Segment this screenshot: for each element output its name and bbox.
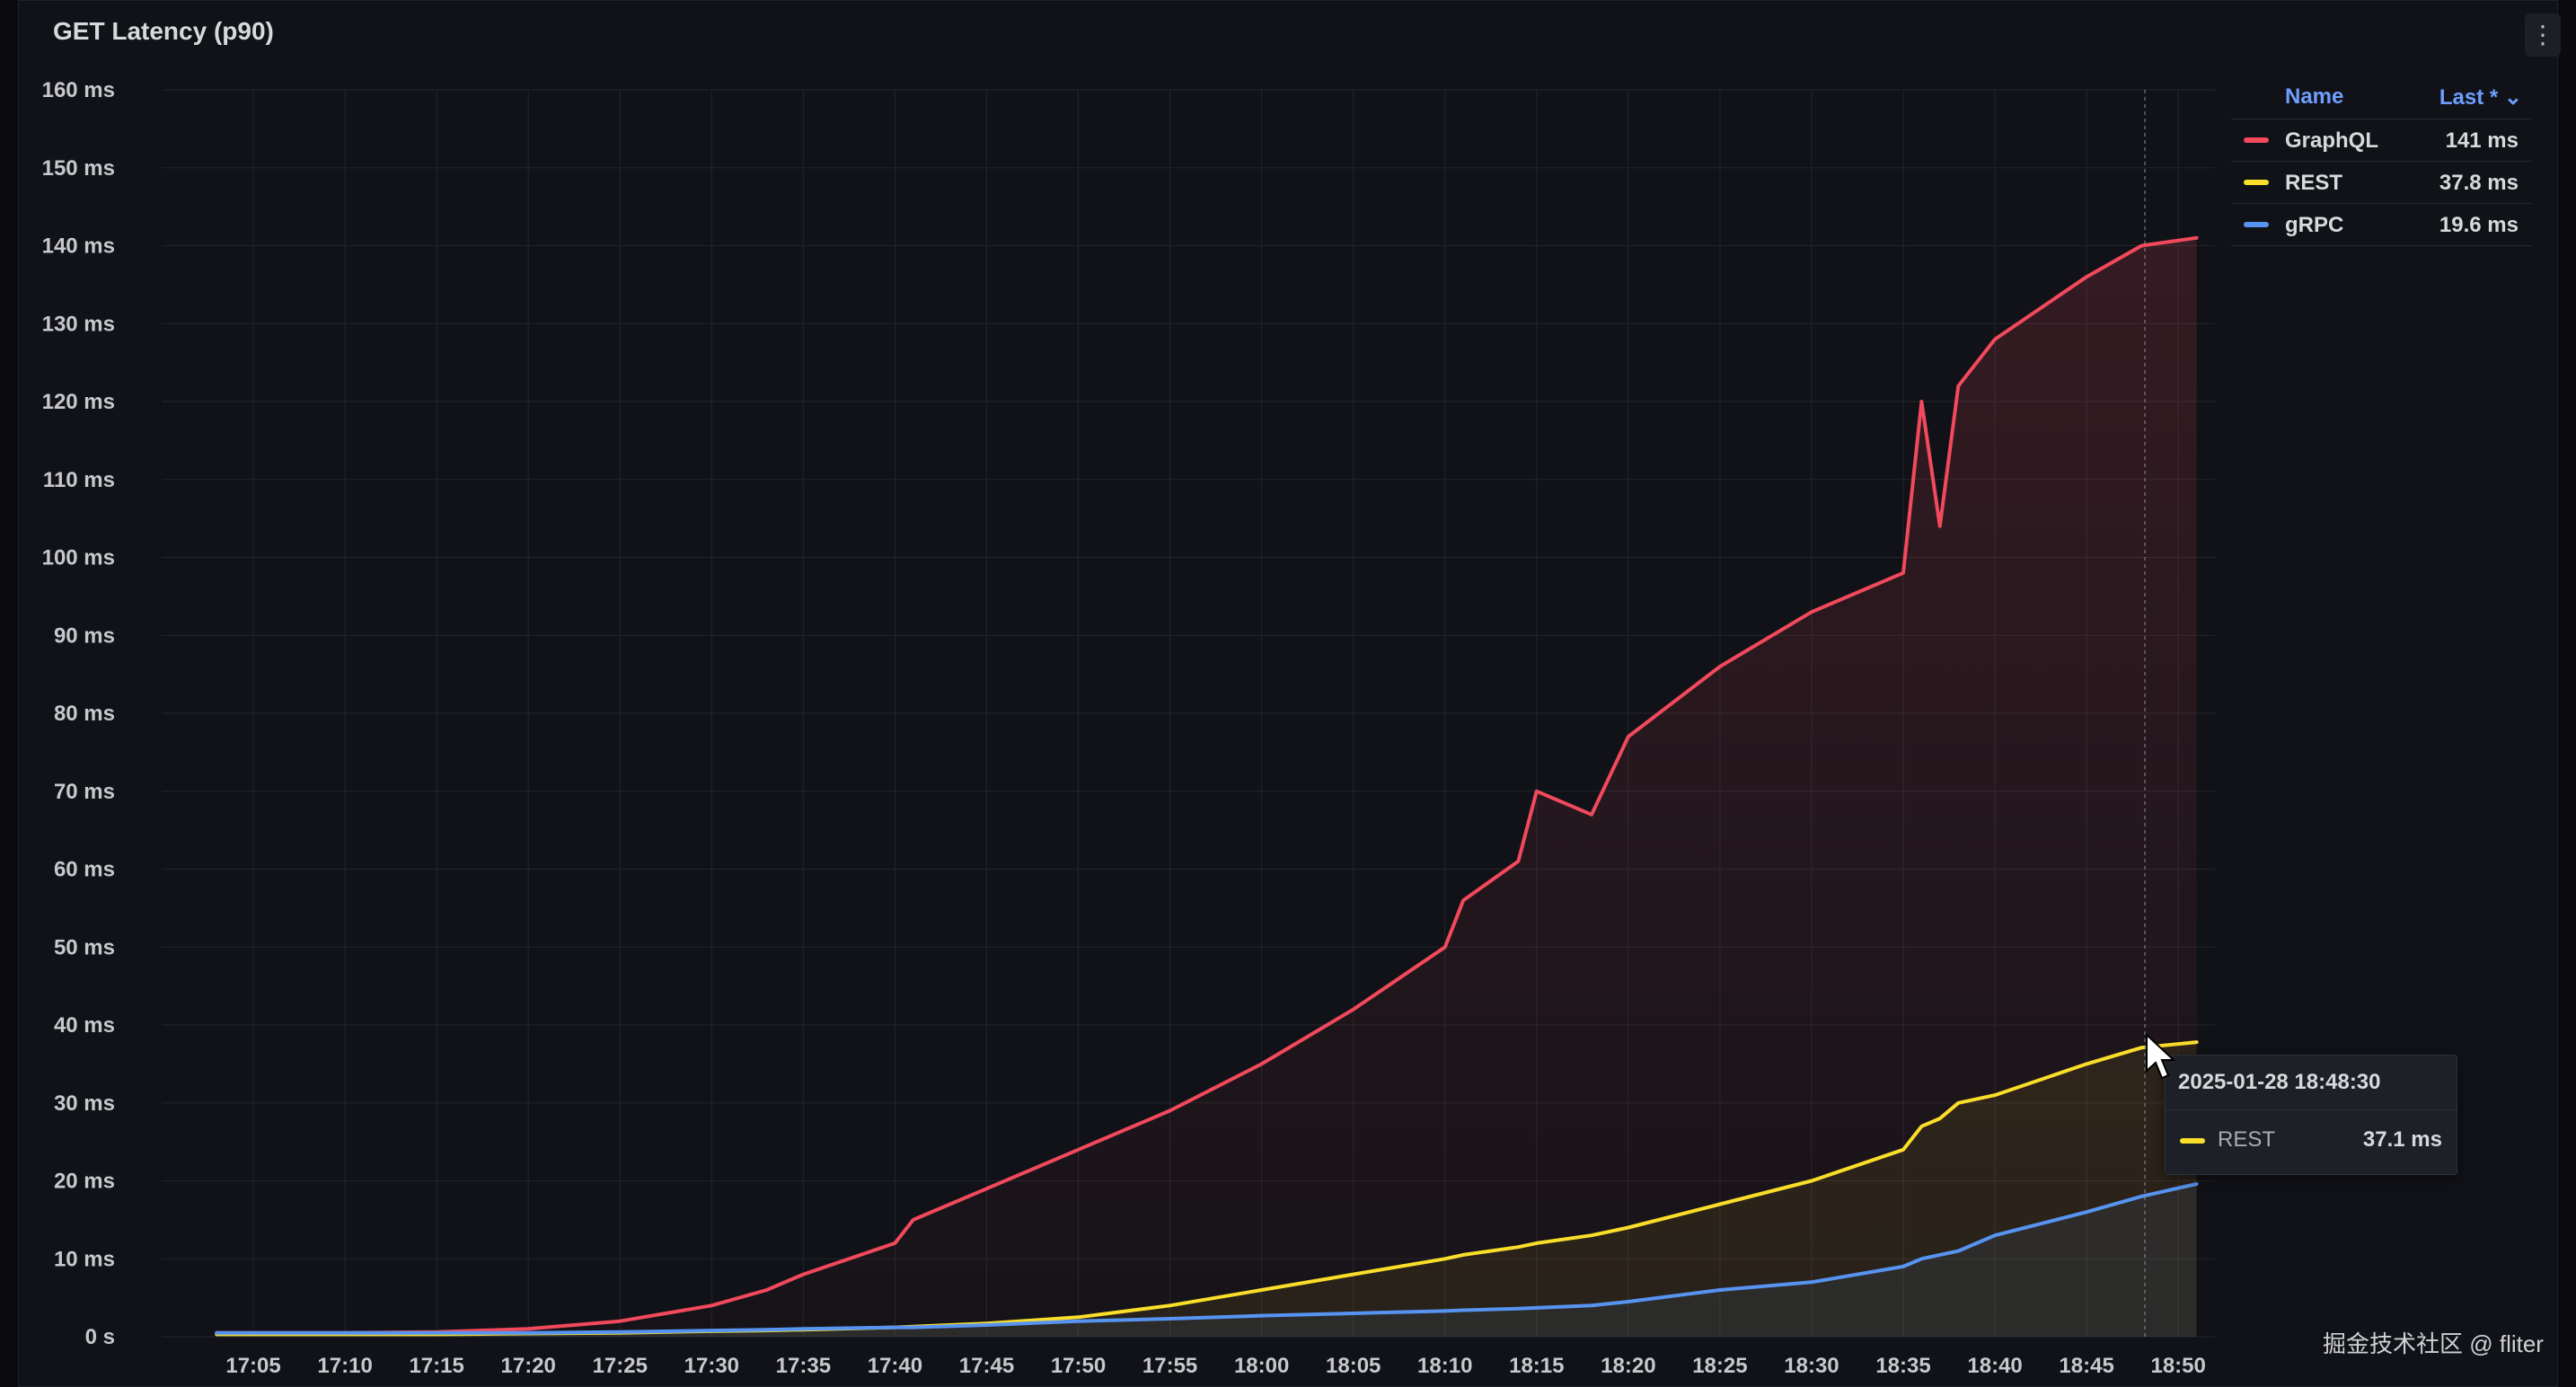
y-tick-label: 110 ms [43, 468, 115, 492]
series-line-grpc[interactable] [215, 1182, 2199, 1335]
series-area-grpc [216, 1184, 2197, 1337]
legend-value: 141 ms [2445, 128, 2519, 153]
legend-label: REST [2285, 171, 2343, 195]
y-tick-label: 140 ms [42, 234, 115, 259]
mouse-pointer-icon [2146, 1033, 2176, 1080]
y-tick-label: 80 ms [54, 702, 115, 726]
legend: Name Last * ⌄ GraphQL 141 ms REST 37.8 m… [2231, 77, 2531, 246]
x-tick-label: 18:50 [2150, 1354, 2205, 1378]
tooltip-series: REST [2218, 1127, 2276, 1152]
x-tick-label: 18:30 [1784, 1354, 1839, 1378]
x-tick-label: 18:25 [1692, 1354, 1747, 1378]
series-layer [215, 235, 2199, 1337]
series-line-graphql[interactable] [215, 235, 2199, 1335]
x-tick-label: 18:05 [1326, 1354, 1381, 1378]
y-tick-label: 50 ms [54, 935, 115, 959]
x-tick-label: 17:10 [317, 1354, 372, 1378]
legend-name-header[interactable]: Name [2285, 84, 2344, 109]
x-tick-label: 18:15 [1509, 1354, 1564, 1378]
x-tick-label: 18:10 [1417, 1354, 1472, 1378]
legend-header: Name Last * ⌄ [2231, 77, 2531, 119]
x-tick-label: 17:35 [776, 1354, 831, 1378]
x-axis: 17:05 17:10 17:15 17:20 17:25 17:30 17:35 17:40… [225, 1354, 2206, 1378]
y-tick-label: 150 ms [42, 156, 115, 181]
tooltip-value: 37.1 ms [2362, 1127, 2442, 1152]
x-tick-label: 17:45 [959, 1354, 1014, 1378]
y-tick-label: 30 ms [54, 1091, 115, 1116]
legend-value: 19.6 ms [2439, 213, 2519, 237]
y-tick-label: 40 ms [54, 1013, 115, 1038]
y-tick-label: 90 ms [54, 623, 115, 648]
series-area-graphql [216, 237, 2197, 1337]
x-tick-label: 17:15 [409, 1354, 463, 1378]
x-tick-label: 17:30 [684, 1354, 739, 1378]
chevron-down-icon: ⌄ [2503, 85, 2522, 110]
series-grpc [215, 1182, 2199, 1337]
y-tick-label: 60 ms [54, 858, 115, 882]
legend-swatch [2244, 222, 2269, 227]
legend-swatch [2244, 137, 2269, 143]
x-tick-label: 17:25 [593, 1354, 648, 1378]
legend-item-rest[interactable]: REST 37.8 ms [2231, 162, 2531, 204]
series-area-rest [216, 1042, 2197, 1337]
tooltip-divider [2166, 1109, 2457, 1110]
kebab-menu-icon: ⋮ [2530, 21, 2555, 49]
x-tick-label: 17:40 [868, 1354, 922, 1378]
tooltip-time: 2025-01-28 18:48:30 [2178, 1070, 2381, 1094]
x-tick-label: 18:00 [1234, 1354, 1289, 1378]
legend-label: gRPC [2285, 213, 2344, 237]
y-tick-label: 100 ms [42, 546, 115, 570]
panel-menu-button[interactable]: ⋮ [2525, 13, 2561, 57]
legend-last-header[interactable]: Last * ⌄ [2439, 84, 2522, 110]
x-tick-label: 18:35 [1875, 1354, 1930, 1378]
x-tick-label: 18:40 [1967, 1354, 2022, 1378]
y-tick-label: 0 s [85, 1325, 115, 1349]
series-graphql [215, 235, 2199, 1337]
x-tick-label: 18:20 [1601, 1354, 1655, 1378]
legend-label: GraphQL [2285, 128, 2379, 153]
panel-title: GET Latency (p90) [53, 17, 274, 45]
y-tick-label: 10 ms [54, 1247, 115, 1271]
y-tick-label: 20 ms [54, 1170, 115, 1194]
y-tick-label: 120 ms [42, 390, 115, 414]
x-tick-label: 17:20 [501, 1354, 556, 1378]
legend-item-grpc[interactable]: gRPC 19.6 ms [2231, 204, 2531, 246]
legend-last-header-label: Last * [2439, 85, 2499, 110]
y-tick-label: 130 ms [42, 312, 115, 336]
y-axis: 0 s 10 ms 20 ms 30 ms 40 ms 50 ms 60 ms 70 ms 80… [42, 78, 115, 1349]
tooltip: 2025-01-28 18:48:30 REST 37.1 ms [2165, 1055, 2457, 1175]
y-tick-label: 160 ms [42, 78, 115, 102]
x-tick-label: 17:55 [1142, 1354, 1197, 1378]
legend-value: 37.8 ms [2439, 171, 2519, 195]
watermark: 掘金技术社区 @ fliter [2323, 1330, 2544, 1357]
legend-swatch [2244, 180, 2269, 185]
x-tick-label: 17:50 [1051, 1354, 1106, 1378]
x-tick-label: 18:45 [2059, 1354, 2113, 1378]
legend-item-graphql[interactable]: GraphQL 141 ms [2231, 119, 2531, 162]
tooltip-swatch [2180, 1138, 2205, 1144]
y-tick-label: 70 ms [54, 780, 115, 804]
x-tick-label: 17:05 [225, 1354, 280, 1378]
